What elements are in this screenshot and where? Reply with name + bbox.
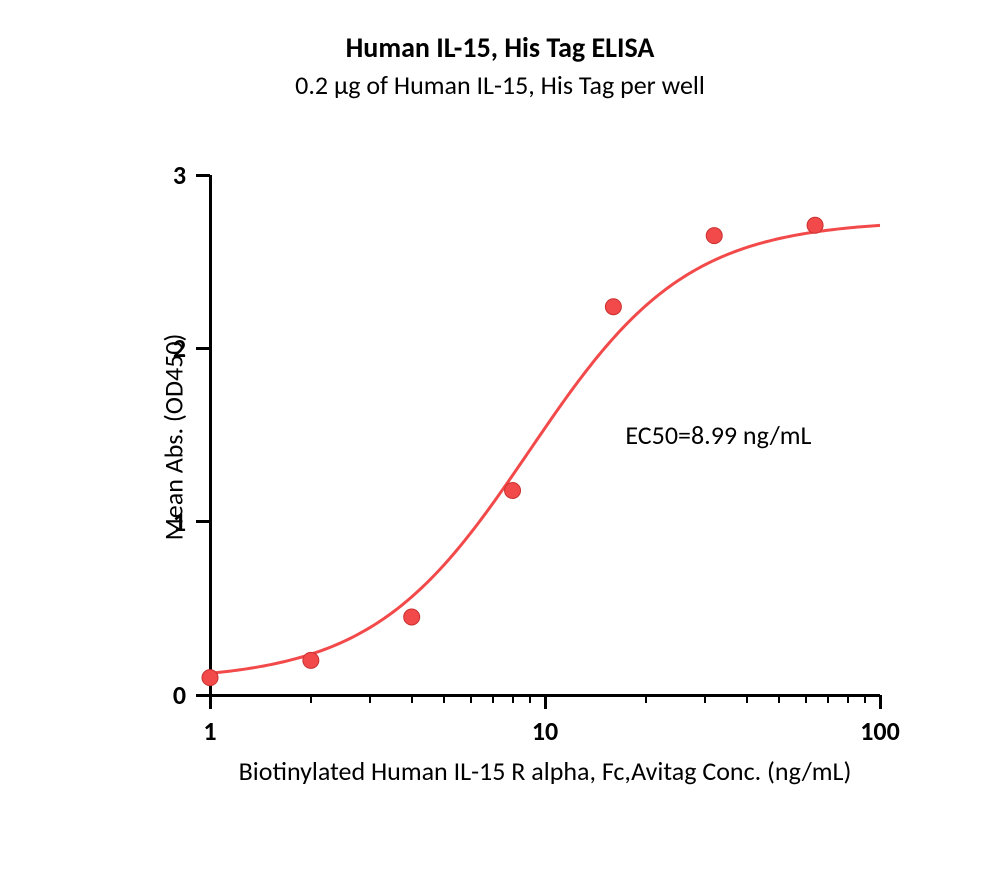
data-point bbox=[505, 482, 521, 498]
chart-subtitle: 0.2 µg of Human IL-15, His Tag per well bbox=[0, 69, 1000, 101]
y-axis-title: Mean Abs. (OD450) bbox=[157, 334, 189, 541]
y-tick bbox=[196, 174, 210, 177]
x-axis-title: Biotinylated Human IL-15 R alpha, Fc,Avi… bbox=[210, 755, 880, 787]
data-point bbox=[706, 228, 722, 244]
y-tick bbox=[196, 347, 210, 350]
x-minor-tick bbox=[310, 695, 312, 703]
ec50-annotation: EC50=8.99 ng/mL bbox=[625, 419, 811, 451]
x-minor-tick bbox=[827, 695, 829, 703]
x-minor-tick bbox=[645, 695, 647, 703]
x-tick-label: 1 bbox=[203, 715, 216, 747]
x-minor-tick bbox=[512, 695, 514, 703]
x-tick-label: 10 bbox=[532, 715, 558, 747]
x-minor-tick bbox=[778, 695, 780, 703]
x-tick-label: 100 bbox=[860, 715, 900, 747]
x-minor-tick bbox=[864, 695, 866, 703]
x-tick bbox=[544, 695, 547, 709]
x-minor-tick bbox=[746, 695, 748, 703]
chart-title: Human IL-15, His Tag ELISA bbox=[0, 30, 1000, 65]
x-minor-tick bbox=[470, 695, 472, 703]
x-tick bbox=[879, 695, 882, 709]
data-point bbox=[605, 299, 621, 315]
data-point bbox=[303, 652, 319, 668]
elisa-chart: Human IL-15, His Tag ELISA 0.2 µg of Hum… bbox=[0, 0, 1000, 880]
data-point bbox=[404, 609, 420, 625]
y-tick-label: 0 bbox=[146, 679, 186, 711]
y-tick-label: 3 bbox=[146, 159, 186, 191]
x-minor-tick bbox=[704, 695, 706, 703]
x-minor-tick bbox=[492, 695, 494, 703]
x-minor-tick bbox=[369, 695, 371, 703]
x-minor-tick bbox=[443, 695, 445, 703]
x-minor-tick bbox=[805, 695, 807, 703]
data-point bbox=[807, 217, 823, 233]
x-minor-tick bbox=[411, 695, 413, 703]
x-minor-tick bbox=[847, 695, 849, 703]
y-tick bbox=[196, 520, 210, 523]
x-tick bbox=[209, 695, 212, 709]
x-minor-tick bbox=[529, 695, 531, 703]
data-point bbox=[202, 670, 218, 686]
chart-title-block: Human IL-15, His Tag ELISA 0.2 µg of Hum… bbox=[0, 30, 1000, 101]
